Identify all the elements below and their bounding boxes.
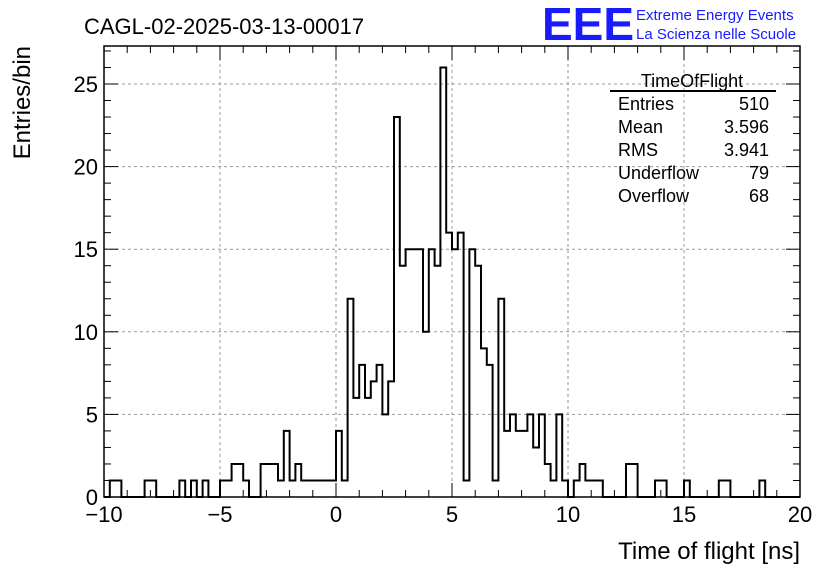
stats-value: 3.596: [724, 117, 769, 137]
run-title: CAGL-02-2025-03-13-00017: [84, 14, 364, 39]
y-tick-label: 20: [74, 155, 98, 180]
y-tick-label: 10: [74, 320, 98, 345]
x-tick-label: −5: [207, 502, 232, 527]
eee-logo: EEE: [542, 0, 634, 50]
stats-label: Mean: [618, 117, 663, 137]
x-tick-labels: −10 −5 0 5 10 15 20: [85, 502, 812, 527]
stats-value: 68: [749, 186, 769, 206]
x-tick-label: 15: [672, 502, 696, 527]
grid: [104, 46, 800, 497]
stats-value: 79: [749, 163, 769, 183]
brand-line-2: La Scienza nelle Scuole: [636, 26, 796, 43]
brand-line-1: Extreme Energy Events: [636, 7, 794, 24]
y-axis-label: Entries/bin: [9, 46, 36, 159]
y-tick-label: 0: [86, 485, 98, 510]
histogram-series: [104, 66, 800, 498]
x-tick-label: −10: [85, 502, 122, 527]
stats-label: Underflow: [618, 163, 700, 183]
x-tick-label: 5: [446, 502, 458, 527]
stats-label: RMS: [618, 140, 658, 160]
x-tick-label: 0: [330, 502, 342, 527]
y-tick-labels: 0 5 10 15 20 25: [74, 72, 98, 510]
stats-rows: Entries 510 Mean 3.596 RMS 3.941 Underflow 79 Ov…: [618, 94, 769, 206]
y-tick-label: 25: [74, 72, 98, 97]
stats-value: 510: [739, 94, 769, 114]
stats-box: TimeOfFlight Entries 510 Mean 3.596 RMS 3.941…: [610, 71, 776, 206]
x-tick-label: 10: [556, 502, 580, 527]
stats-label: Entries: [618, 94, 674, 114]
stats-value: 3.941: [724, 140, 769, 160]
y-tick-label: 5: [86, 402, 98, 427]
stats-label: Overflow: [618, 186, 690, 206]
y-tick-label: 15: [74, 237, 98, 262]
stats-title: TimeOfFlight: [641, 71, 743, 91]
x-tick-label: 20: [788, 502, 812, 527]
x-axis-label: Time of flight [ns]: [618, 538, 800, 565]
axis-ticks: [103, 46, 801, 498]
